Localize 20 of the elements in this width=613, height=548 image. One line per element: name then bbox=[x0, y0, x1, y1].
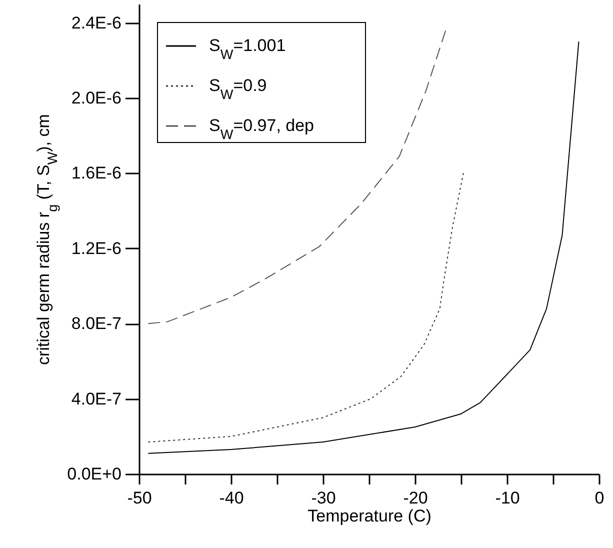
legend-label: S$_{W}$=1.001 bbox=[209, 36, 286, 62]
line-series bbox=[148, 28, 447, 324]
line-series bbox=[148, 170, 464, 443]
y-tick-label: 1.6E-6 bbox=[71, 164, 122, 183]
legend-label: S$_{W}$=0.9 bbox=[209, 76, 267, 102]
x-axis-title: Temperature (C) bbox=[308, 506, 432, 526]
y-tick-label: 4.0E-7 bbox=[71, 389, 122, 408]
y-tick-label: 0.0E+0 bbox=[67, 464, 122, 484]
line-series bbox=[148, 41, 580, 454]
x-tick-label: -40 bbox=[219, 488, 244, 508]
y-tick-label: 2.0E-6 bbox=[71, 88, 122, 108]
y-tick-label: 2.4E-6 bbox=[71, 13, 122, 32]
y-tick-label: 8.0E-7 bbox=[71, 314, 122, 334]
x-tick-label: -10 bbox=[495, 488, 520, 508]
x-tick-label: -20 bbox=[403, 488, 428, 508]
x-tick-label: -30 bbox=[311, 488, 336, 508]
legend-label: S$_{W}$=0.97, dep bbox=[209, 116, 314, 142]
y-tick-label: 1.2E-6 bbox=[71, 238, 122, 258]
x-tick-label: 0 bbox=[594, 488, 604, 508]
x-tick-label: -50 bbox=[127, 488, 152, 508]
